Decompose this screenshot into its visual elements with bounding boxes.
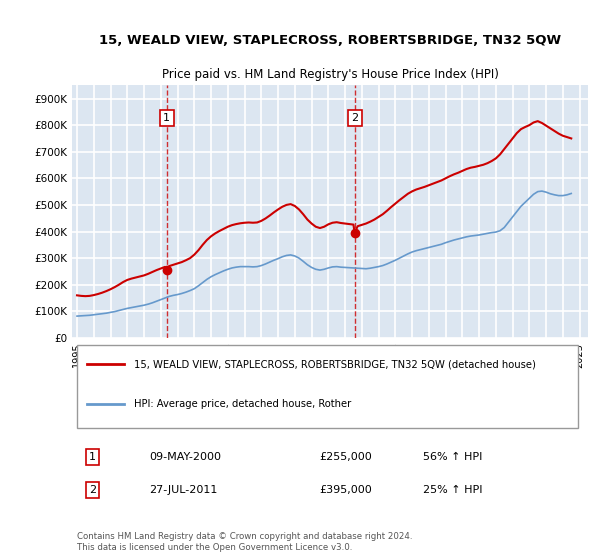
Text: 15, WEALD VIEW, STAPLECROSS, ROBERTSBRIDGE, TN32 5QW: 15, WEALD VIEW, STAPLECROSS, ROBERTSBRID… — [99, 34, 561, 47]
Text: 1: 1 — [89, 452, 96, 462]
Text: 2: 2 — [351, 113, 358, 123]
Text: £255,000: £255,000 — [320, 452, 373, 462]
Text: Price paid vs. HM Land Registry's House Price Index (HPI): Price paid vs. HM Land Registry's House … — [161, 68, 499, 81]
FancyBboxPatch shape — [77, 344, 578, 428]
Text: 25% ↑ HPI: 25% ↑ HPI — [423, 485, 482, 495]
Text: 09-MAY-2000: 09-MAY-2000 — [149, 452, 221, 462]
Text: Contains HM Land Registry data © Crown copyright and database right 2024.
This d: Contains HM Land Registry data © Crown c… — [77, 532, 413, 552]
Text: HPI: Average price, detached house, Rother: HPI: Average price, detached house, Roth… — [134, 399, 351, 409]
Text: 27-JUL-2011: 27-JUL-2011 — [149, 485, 218, 495]
Text: 15, WEALD VIEW, STAPLECROSS, ROBERTSBRIDGE, TN32 5QW (detached house): 15, WEALD VIEW, STAPLECROSS, ROBERTSBRID… — [134, 360, 536, 370]
Text: £395,000: £395,000 — [320, 485, 373, 495]
Text: 2: 2 — [89, 485, 96, 495]
Text: 1: 1 — [163, 113, 170, 123]
Text: 56% ↑ HPI: 56% ↑ HPI — [423, 452, 482, 462]
